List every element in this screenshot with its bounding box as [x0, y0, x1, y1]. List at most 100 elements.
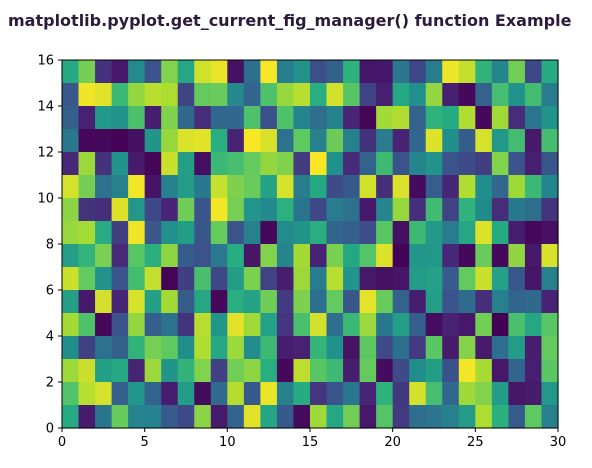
- heatmap-cell: [210, 244, 228, 268]
- heatmap-cell: [111, 313, 129, 337]
- heatmap-cell: [475, 129, 493, 153]
- heatmap-cell: [95, 60, 113, 84]
- heatmap-cell: [376, 405, 394, 429]
- heatmap-cell: [260, 313, 278, 337]
- heatmap-cell: [276, 336, 295, 360]
- heatmap-cell: [425, 83, 443, 107]
- heatmap-cell: [376, 290, 394, 314]
- heatmap-cell: [111, 106, 129, 130]
- heatmap-cell: [409, 336, 427, 360]
- heatmap-cell: [128, 359, 146, 383]
- chart-title: matplotlib.pyplot.get_current_fig_manage…: [8, 11, 572, 30]
- heatmap-cell: [62, 83, 80, 107]
- heatmap-cell: [475, 152, 493, 176]
- heatmap-cell: [475, 267, 493, 291]
- heatmap-cell: [343, 359, 361, 383]
- heatmap-cell: [508, 83, 526, 107]
- heatmap-cell: [475, 106, 493, 130]
- heatmap-cell: [95, 221, 113, 245]
- heatmap-cell: [227, 152, 245, 176]
- y-tick-label: 10: [37, 192, 54, 207]
- heatmap-cell: [508, 359, 526, 383]
- heatmap-cell: [310, 60, 328, 84]
- heatmap-cell: [409, 152, 427, 176]
- heatmap-cell: [343, 83, 361, 107]
- heatmap-cell: [128, 106, 146, 130]
- heatmap-cell: [343, 106, 361, 130]
- heatmap-cell: [111, 198, 129, 222]
- x-tick-label: 30: [550, 435, 567, 450]
- heatmap-cell: [491, 175, 509, 199]
- heatmap-cell: [458, 60, 476, 84]
- heatmap-cell: [376, 244, 394, 268]
- heatmap-cell: [243, 221, 261, 245]
- heatmap-cell: [95, 175, 113, 199]
- heatmap-cell: [392, 244, 410, 268]
- heatmap-cell: [326, 221, 344, 245]
- heatmap-cell: [326, 244, 344, 268]
- heatmap-cell: [508, 382, 526, 406]
- heatmap-cell: [177, 267, 195, 291]
- heatmap-cell: [442, 175, 460, 199]
- heatmap-cell: [359, 198, 377, 222]
- heatmap-cell: [95, 382, 113, 406]
- heatmap-cell: [260, 405, 278, 429]
- heatmap-cell: [210, 129, 228, 153]
- heatmap-cell: [161, 129, 179, 153]
- heatmap-cell: [475, 290, 493, 314]
- heatmap-cell: [326, 83, 344, 107]
- heatmap-cell: [442, 382, 460, 406]
- heatmap-cell: [161, 382, 179, 406]
- heatmap-cell: [326, 290, 344, 314]
- heatmap-cell: [326, 175, 344, 199]
- heatmap-cell: [310, 129, 328, 153]
- heatmap-cell: [276, 359, 295, 383]
- heatmap-cell: [392, 359, 410, 383]
- heatmap-cell: [376, 83, 394, 107]
- heatmap-cell: [458, 336, 476, 360]
- heatmap-cell: [194, 175, 212, 199]
- heatmap-cell: [458, 152, 476, 176]
- heatmap-cell: [177, 175, 195, 199]
- heatmap-cell: [508, 290, 526, 314]
- heatmap-cell: [343, 175, 361, 199]
- heatmap-cell: [128, 382, 146, 406]
- heatmap-cell: [177, 244, 195, 268]
- heatmap-cell: [243, 382, 261, 406]
- heatmap-cell: [458, 267, 476, 291]
- heatmap-cell: [524, 359, 543, 383]
- heatmap-cell: [458, 382, 476, 406]
- heatmap-cell: [144, 106, 162, 130]
- heatmap-cell: [144, 129, 162, 153]
- heatmap-cell: [62, 221, 80, 245]
- heatmap-cell: [128, 244, 146, 268]
- heatmap-cell: [475, 198, 493, 222]
- heatmap-cell: [128, 221, 146, 245]
- heatmap-cell: [442, 221, 460, 245]
- heatmap-cell: [144, 60, 162, 84]
- heatmap-cell: [95, 129, 113, 153]
- heatmap-cell: [310, 267, 328, 291]
- heatmap-cell: [128, 336, 146, 360]
- heatmap-cell: [310, 83, 328, 107]
- heatmap-cell: [425, 313, 443, 337]
- heatmap-cell: [62, 336, 80, 360]
- heatmap-cell: [326, 60, 344, 84]
- heatmap-cell: [376, 382, 394, 406]
- heatmap-cell: [458, 175, 476, 199]
- heatmap-cell: [62, 60, 80, 84]
- heatmap-cell: [243, 359, 261, 383]
- heatmap-cell: [144, 405, 162, 429]
- heatmap-cell: [458, 290, 476, 314]
- heatmap-cell: [326, 359, 344, 383]
- heatmap-cell: [194, 336, 212, 360]
- heatmap-cell: [194, 129, 212, 153]
- heatmap-cell: [475, 83, 493, 107]
- heatmap-cell: [392, 336, 410, 360]
- heatmap-cell: [161, 244, 179, 268]
- heatmap-cell: [62, 359, 80, 383]
- heatmap-cell: [243, 106, 261, 130]
- heatmap-cell: [541, 60, 559, 84]
- heatmap-cell: [491, 106, 509, 130]
- y-tick-label: 12: [37, 146, 54, 161]
